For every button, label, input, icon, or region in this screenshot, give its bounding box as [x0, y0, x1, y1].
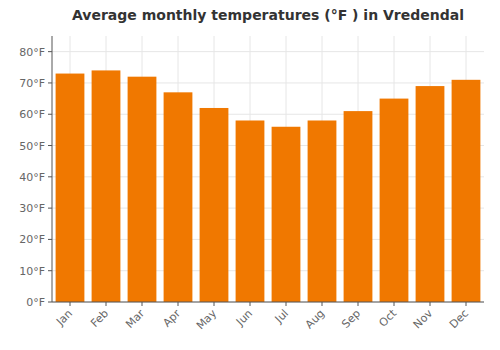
bar — [272, 127, 301, 302]
x-tick-label: Apr — [160, 307, 183, 330]
x-tick — [286, 302, 287, 306]
axes: 0°F 10°F 20°F 30°F 40°F 50°F 60°F 70°F 80°F Jan Fe… — [19, 36, 484, 332]
y-tick-label: 60°F — [19, 108, 45, 121]
x-tick — [430, 302, 431, 306]
y-tick — [48, 82, 52, 83]
x-tick-label: Jun — [233, 307, 255, 329]
y-tick-label: 80°F — [19, 46, 45, 59]
bar — [164, 92, 193, 302]
x-tick — [70, 302, 71, 306]
y-grid-line — [52, 302, 484, 303]
y-tick — [48, 239, 52, 240]
bar — [416, 86, 445, 302]
y-tick-label: 10°F — [19, 265, 45, 278]
x-tick — [142, 302, 143, 306]
bar — [380, 99, 409, 302]
bars — [56, 70, 481, 302]
y-tick — [48, 145, 52, 146]
x-tick-label: Dec — [447, 307, 471, 331]
x-tick-label: Nov — [411, 307, 436, 332]
y-tick — [48, 114, 52, 115]
y-tick — [48, 302, 52, 303]
chart-svg: Average monthly temperatures (°F ) in Vr… — [0, 0, 500, 350]
x-tick — [358, 302, 359, 306]
x-axis-line — [52, 302, 484, 303]
bar — [344, 111, 373, 302]
x-tick-label: Aug — [303, 307, 327, 331]
grid — [52, 36, 484, 302]
y-tick-label: 0°F — [26, 296, 45, 309]
x-tick-label: Oct — [376, 306, 399, 329]
x-tick-label: May — [194, 307, 220, 333]
y-tick — [48, 51, 52, 52]
y-grid-line — [52, 51, 484, 52]
y-tick-label: 50°F — [19, 140, 45, 153]
bar — [452, 80, 481, 302]
y-tick — [48, 270, 52, 271]
y-axis-line — [52, 36, 53, 302]
chart-container: Average monthly temperatures (°F ) in Vr… — [0, 0, 500, 350]
y-tick-label: 30°F — [19, 202, 45, 215]
x-tick-label: Jan — [53, 307, 75, 329]
x-tick — [178, 302, 179, 306]
y-tick-label: 70°F — [19, 77, 45, 90]
bar — [56, 74, 85, 302]
x-tick — [394, 302, 395, 306]
x-tick-label: Feb — [88, 307, 111, 330]
bar — [308, 120, 337, 302]
x-tick — [106, 302, 107, 306]
bar — [236, 120, 265, 302]
bar — [128, 77, 157, 302]
x-tick — [466, 302, 467, 306]
bar — [200, 108, 229, 302]
x-tick-label: Sep — [339, 307, 363, 331]
chart-title: Average monthly temperatures (°F ) in Vr… — [72, 7, 464, 23]
y-tick-label: 20°F — [19, 233, 45, 246]
y-tick-label: 40°F — [19, 171, 45, 184]
x-tick — [322, 302, 323, 306]
x-tick-label: Mar — [123, 307, 147, 331]
x-tick — [250, 302, 251, 306]
y-tick — [48, 208, 52, 209]
x-tick-label: Jul — [272, 307, 291, 326]
y-tick — [48, 176, 52, 177]
bar — [92, 70, 121, 302]
x-tick — [214, 302, 215, 306]
